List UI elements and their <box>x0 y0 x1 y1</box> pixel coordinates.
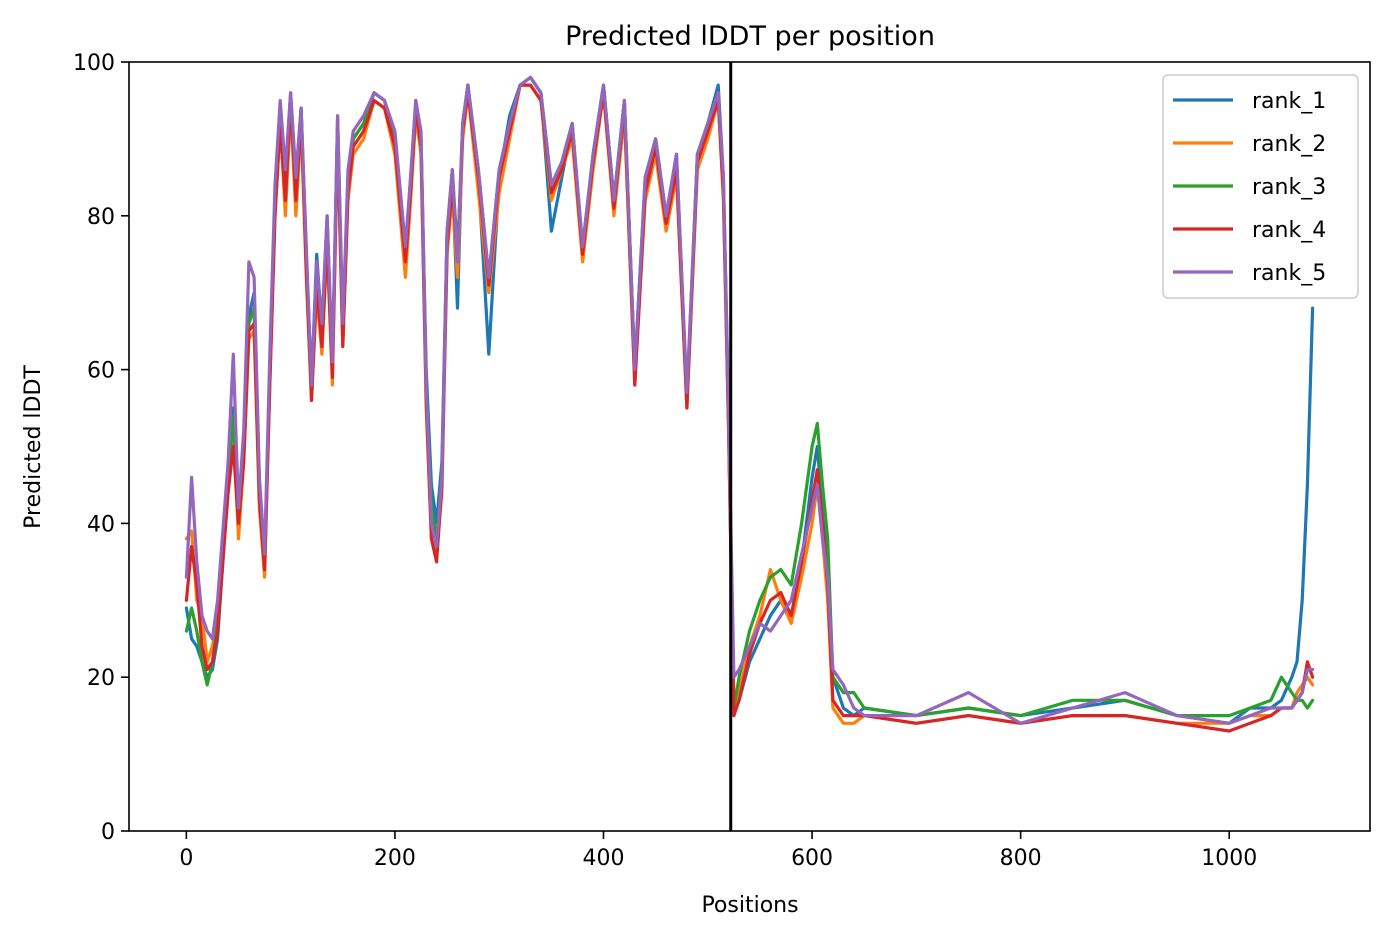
legend: rank_1 rank_2 rank_3 rank_4 rank_5 <box>1162 74 1359 299</box>
y-tick-label: 40 <box>87 512 115 537</box>
series-line-rank_5 <box>184 75 1315 725</box>
legend-label-rank_4: rank_4 <box>1252 218 1326 243</box>
legend-label-rank_2: rank_2 <box>1252 132 1326 157</box>
plot-frame <box>128 61 1371 832</box>
x-tick-label: 200 <box>374 846 416 871</box>
legend-label-rank_5: rank_5 <box>1252 261 1326 286</box>
x-axis-label: Positions <box>701 893 798 918</box>
y-tick-label: 0 <box>101 820 115 845</box>
series-layer <box>184 75 1315 733</box>
x-tick-label: 800 <box>1000 846 1042 871</box>
y-axis: 0 20 40 60 80 100 <box>73 51 129 845</box>
x-axis: 0 200 400 600 800 1000 <box>179 831 1257 871</box>
legend-label-rank_3: rank_3 <box>1252 175 1326 200</box>
x-tick-label: 400 <box>583 846 625 871</box>
y-axis-label: Predicted lDDT <box>21 365 46 529</box>
legend-box <box>1162 74 1359 299</box>
y-tick-label: 100 <box>73 51 115 76</box>
y-tick-label: 80 <box>87 205 115 230</box>
y-tick-label: 20 <box>87 666 115 691</box>
x-tick-label: 0 <box>179 846 193 871</box>
x-tick-label: 1000 <box>1201 846 1257 871</box>
y-tick-label: 60 <box>87 359 115 384</box>
legend-label-rank_1: rank_1 <box>1252 89 1326 114</box>
chart-title: Predicted lDDT per position <box>565 21 935 52</box>
x-tick-label: 600 <box>791 846 833 871</box>
